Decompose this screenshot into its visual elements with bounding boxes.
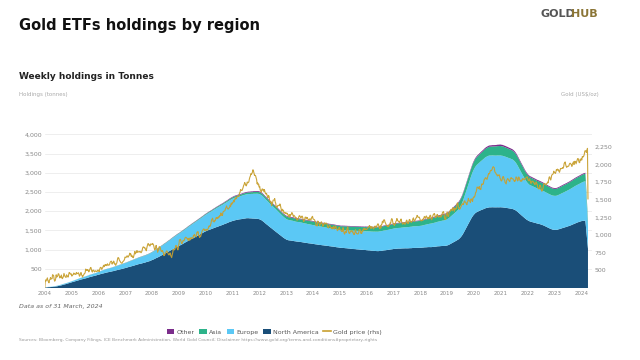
- Text: Gold ETFs holdings by region: Gold ETFs holdings by region: [19, 18, 260, 33]
- Text: Sources: Bloomberg, Company Filings, ICE Benchmark Administration, World Gold Co: Sources: Bloomberg, Company Filings, ICE…: [19, 338, 378, 342]
- Text: HUB: HUB: [571, 9, 598, 19]
- Text: Data as of 31 March, 2024: Data as of 31 March, 2024: [19, 304, 103, 309]
- Text: Weekly holdings in Tonnes: Weekly holdings in Tonnes: [19, 72, 154, 81]
- Text: Gold (US$/oz): Gold (US$/oz): [561, 92, 598, 97]
- Text: Holdings (tonnes): Holdings (tonnes): [19, 92, 68, 97]
- Text: GOLD: GOLD: [541, 9, 575, 19]
- Legend: Other, Asia, Europe, North America, Gold price (rhs): Other, Asia, Europe, North America, Gold…: [167, 329, 382, 335]
